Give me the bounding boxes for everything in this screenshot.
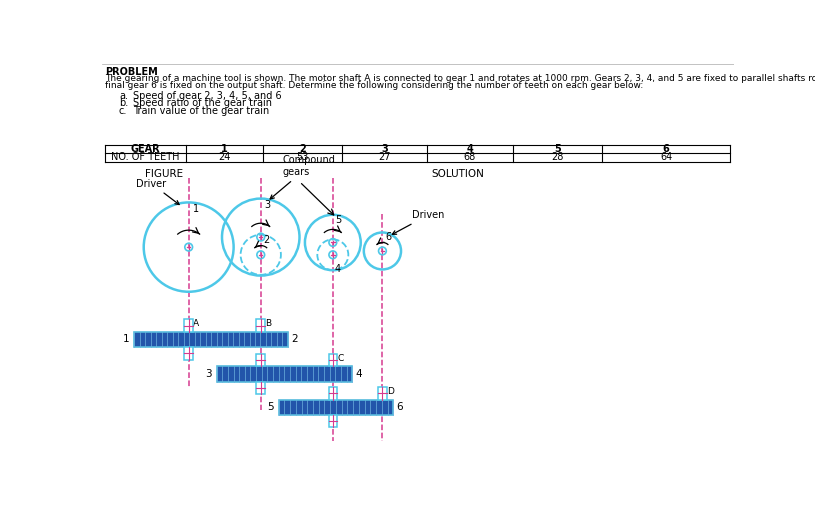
Text: 5: 5 bbox=[554, 144, 561, 154]
Text: 5: 5 bbox=[335, 215, 341, 225]
Text: 1: 1 bbox=[221, 144, 227, 154]
Bar bbox=[257, 320, 265, 332]
Text: 2: 2 bbox=[291, 335, 297, 345]
Bar bbox=[184, 347, 193, 360]
Text: The gearing of a machine tool is shown. The motor shaft A is connected to gear 1: The gearing of a machine tool is shown. … bbox=[105, 74, 815, 83]
Text: FIGURE: FIGURE bbox=[144, 169, 183, 179]
Text: 28: 28 bbox=[551, 152, 563, 162]
Text: 68: 68 bbox=[464, 152, 476, 162]
Bar bbox=[184, 320, 193, 332]
Text: Speed ratio of the gear train: Speed ratio of the gear train bbox=[133, 98, 272, 109]
Text: Train value of the gear train: Train value of the gear train bbox=[133, 106, 269, 116]
Text: 2: 2 bbox=[299, 144, 306, 154]
Bar bbox=[328, 354, 337, 367]
Text: C: C bbox=[337, 354, 344, 363]
Text: 27: 27 bbox=[378, 152, 391, 162]
Text: D: D bbox=[387, 387, 394, 396]
Text: NO. OF TEETH: NO. OF TEETH bbox=[111, 152, 179, 162]
Text: Driver: Driver bbox=[136, 179, 179, 204]
Text: 4: 4 bbox=[334, 264, 341, 274]
Text: 6: 6 bbox=[396, 402, 403, 412]
Text: 1: 1 bbox=[123, 335, 130, 345]
Text: 5: 5 bbox=[267, 402, 274, 412]
Text: 6: 6 bbox=[663, 144, 669, 154]
Text: Compound
gears: Compound gears bbox=[270, 155, 335, 199]
Text: 3: 3 bbox=[265, 200, 271, 210]
Bar bbox=[217, 367, 352, 382]
Text: b.: b. bbox=[119, 98, 128, 109]
Bar bbox=[257, 382, 265, 394]
Text: final gear 6 is fixed on the output shaft. Determine the following considering t: final gear 6 is fixed on the output shaf… bbox=[105, 81, 643, 90]
Text: B: B bbox=[266, 320, 271, 328]
Text: 2: 2 bbox=[263, 235, 269, 245]
Text: 6: 6 bbox=[385, 232, 392, 243]
Text: A: A bbox=[193, 320, 200, 328]
Text: 4: 4 bbox=[467, 144, 474, 154]
Text: a.: a. bbox=[119, 91, 128, 101]
Text: 3: 3 bbox=[205, 369, 212, 379]
Bar bbox=[328, 387, 337, 400]
Text: Speed of gear 2, 3, 4, 5, and 6: Speed of gear 2, 3, 4, 5, and 6 bbox=[133, 91, 281, 101]
Bar bbox=[378, 387, 386, 400]
Text: Driven: Driven bbox=[392, 210, 444, 234]
Text: SOLUTION: SOLUTION bbox=[431, 169, 484, 179]
Text: 64: 64 bbox=[660, 152, 672, 162]
Bar bbox=[279, 400, 394, 415]
Text: 24: 24 bbox=[218, 152, 231, 162]
Bar bbox=[134, 332, 288, 347]
Text: PROBLEM: PROBLEM bbox=[105, 67, 158, 77]
Text: 1: 1 bbox=[193, 204, 200, 214]
Text: 53: 53 bbox=[297, 152, 309, 162]
Text: 4: 4 bbox=[355, 369, 362, 379]
Text: GEAR: GEAR bbox=[130, 144, 160, 154]
Text: c.: c. bbox=[119, 106, 127, 116]
Bar bbox=[257, 354, 265, 367]
Text: 3: 3 bbox=[381, 144, 388, 154]
Bar bbox=[328, 415, 337, 427]
